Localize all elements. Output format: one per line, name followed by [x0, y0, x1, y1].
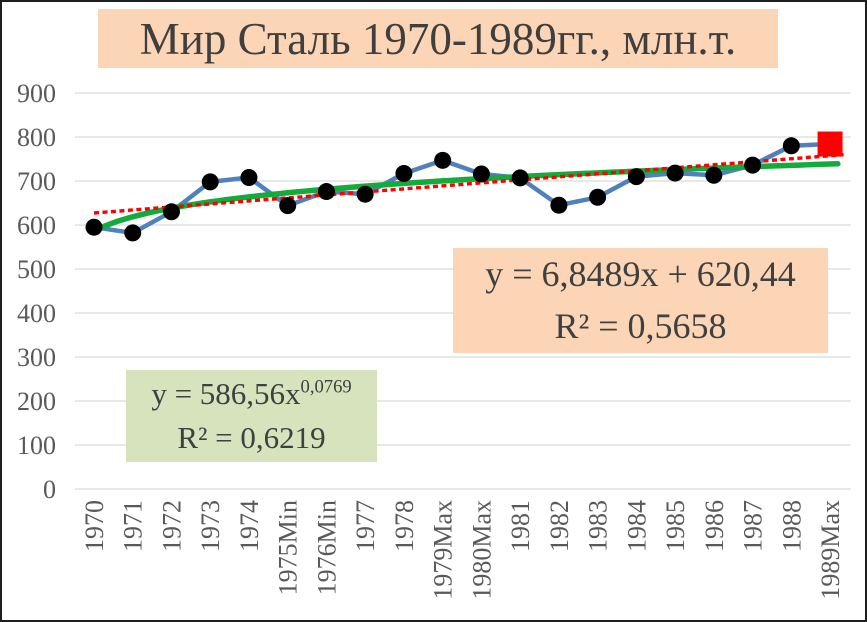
x-axis-tick-label: 1986	[700, 500, 729, 552]
data-point-marker	[511, 169, 529, 187]
x-axis-tick-label: 1984	[622, 500, 651, 552]
y-axis-tick-label: 0	[43, 475, 56, 504]
x-axis-tick-label: 1971	[119, 500, 148, 552]
data-point-marker	[472, 165, 490, 183]
linear-equation-text: y = 6,8489x + 620,44	[485, 254, 796, 295]
x-axis-tick-label: 1975Min	[274, 500, 303, 595]
x-axis-tick-label: 1974	[235, 500, 264, 552]
y-axis-tick-label: 600	[17, 211, 56, 240]
linear-equation-line: y = 6,8489x + 620,44	[453, 249, 828, 300]
x-axis-tick-label: 1976Min	[312, 500, 341, 595]
steel-series-line	[91, 141, 833, 236]
x-axis-tick-label: 1988	[777, 500, 806, 552]
data-point-marker	[434, 151, 452, 169]
y-axis-tick-label: 300	[17, 343, 56, 372]
x-axis-tick-label: 1985	[661, 500, 690, 552]
linear-trendline	[93, 152, 844, 215]
data-point-marker	[85, 218, 103, 236]
power-equation-exponent-text: 0,0769	[300, 376, 352, 398]
linear-r2-line: R² = 0,5658	[453, 301, 828, 352]
y-axis-tick-label: 400	[17, 299, 56, 328]
data-point-marker	[782, 137, 800, 155]
data-point-marker	[279, 197, 297, 215]
data-point-marker	[550, 196, 568, 214]
power-r2-line: R² = 0,6219	[126, 416, 377, 460]
max-point-marker-1989	[817, 131, 843, 157]
y-axis-tick-label: 700	[17, 167, 56, 196]
x-axis-tick-label: 1970	[80, 500, 109, 552]
data-point-marker	[666, 164, 684, 182]
y-axis-tick-label: 100	[17, 431, 56, 460]
x-axis-tick-label: 1987	[739, 500, 768, 552]
data-point-marker	[589, 188, 607, 206]
x-axis-tick-label: 1981	[506, 500, 535, 552]
x-axis-tick-label: 1983	[584, 500, 613, 552]
x-axis-tick-label: 1972	[157, 500, 186, 552]
data-point-marker	[124, 224, 142, 242]
x-axis-tick-label: 1979Max	[429, 500, 458, 600]
power-equation-line: y = 586,56x0,0769	[126, 372, 377, 416]
linear-r2-text: R² = 0,5658	[554, 305, 727, 346]
power-equation-base-text: y = 586,56x	[151, 375, 301, 411]
data-point-marker	[395, 165, 413, 183]
data-point-marker	[627, 168, 645, 186]
chart-title: Мир Сталь 1970-1989гг., млн.т.	[98, 9, 778, 68]
x-axis-tick-label: 1980Max	[467, 500, 496, 600]
power-trendline-label: y = 586,56x0,0769 R² = 0,6219	[126, 370, 377, 462]
y-axis-tick-label: 500	[17, 255, 56, 284]
data-point-marker	[240, 168, 258, 186]
data-point-marker	[317, 183, 335, 201]
data-point-marker	[705, 166, 723, 184]
power-r2-text: R² = 0,6219	[177, 420, 326, 455]
data-point-marker	[744, 156, 762, 174]
data-point-marker	[162, 203, 180, 221]
linear-trendline-label: y = 6,8489x + 620,44 R² = 0,5658	[453, 248, 828, 353]
x-axis-tick-label: 1978	[390, 500, 419, 552]
x-axis-tick-label: 1989Max	[816, 500, 845, 600]
y-axis-tick-label: 200	[17, 387, 56, 416]
y-axis-tick-label: 900	[17, 79, 56, 108]
x-axis-tick-label: 1977	[351, 500, 380, 552]
y-axis-tick-label: 800	[17, 123, 56, 152]
x-axis-tick-label: 1973	[196, 500, 225, 552]
data-point-marker	[201, 173, 219, 191]
x-axis-tick-label: 1982	[545, 500, 574, 552]
data-point-marker	[356, 185, 374, 203]
